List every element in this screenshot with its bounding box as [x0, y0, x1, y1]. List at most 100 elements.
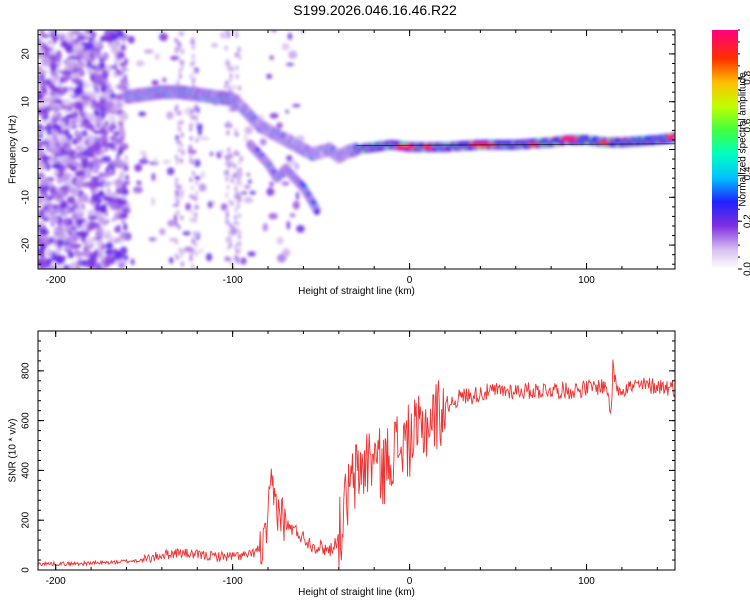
heatmap-noise-blob	[91, 99, 95, 107]
heatmap-streak-blob	[174, 106, 178, 112]
heatmap-streak-blob	[235, 190, 239, 196]
heatmap-noise-blob	[96, 46, 101, 55]
heatmap-noise-blob	[121, 67, 125, 75]
heatmap-noise-blob	[185, 202, 192, 211]
heatmap-noise-blob	[105, 167, 109, 173]
heatmap-noise-blob	[41, 216, 50, 222]
heatmap-streak-blob	[178, 68, 182, 74]
heatmap-noise-blob	[81, 94, 91, 100]
heatmap-noise-blob	[266, 73, 273, 79]
heatmap-noise-blob	[287, 32, 293, 41]
heatmap-noise-blob	[138, 111, 147, 117]
heatmap-noise-blob	[88, 50, 94, 59]
heatmap-streak-blob	[178, 110, 182, 116]
colorbar-label: Normalized spectral amplitude	[738, 72, 749, 207]
heatmap-noise-blob	[59, 204, 68, 208]
heatmap-streak-blob	[234, 128, 238, 134]
heatmap-streak-blob	[224, 84, 228, 90]
heatmap-noise-blob	[38, 108, 45, 113]
heatmap-noise-blob	[169, 256, 174, 264]
heatmap-noise-blob	[50, 185, 56, 194]
heatmap-noise-blob	[39, 243, 46, 250]
heatmap-streak-blob	[194, 251, 198, 257]
colorbar-tick-label: 0.4	[743, 166, 750, 180]
heatmap-noise-blob	[114, 137, 119, 147]
heatmap-noise-blob	[271, 30, 277, 33]
heatmap-streak-blob	[194, 104, 198, 110]
heatmap-noise-blob	[78, 251, 87, 256]
heatmap-noise-blob	[197, 129, 202, 136]
heatmap-noise-blob	[47, 176, 55, 182]
heatmap-noise-blob	[135, 60, 145, 67]
snr-ylabel: SNR (10 * v/v)	[8, 419, 19, 483]
heatmap-noise-blob	[62, 166, 67, 172]
heatmap-noise-blob	[102, 181, 111, 188]
heatmap-noise-blob	[73, 87, 84, 96]
heatmap-streak-blob	[233, 226, 237, 232]
heatmap-streak-blob	[238, 85, 242, 91]
heatmap-streak-blob	[175, 239, 179, 245]
heatmap-noise-blob	[70, 112, 78, 119]
heatmap-noise-blob	[72, 214, 77, 219]
heatmap-streak-blob	[180, 119, 184, 125]
heatmap-noise-blob	[48, 159, 56, 165]
heatmap-noise-blob	[41, 178, 48, 187]
heatmap-streak-blob	[229, 77, 233, 83]
heatmap-noise-blob	[120, 44, 127, 52]
heatmap-streak-blob	[238, 197, 242, 203]
heatmap-noise-blob	[58, 218, 62, 228]
heatmap-noise-blob	[169, 55, 180, 61]
heatmap-noise-blob	[246, 173, 250, 177]
heatmap-noise-blob	[75, 178, 84, 187]
heatmap-streak-blob	[235, 74, 239, 80]
heatmap-noise-blob	[40, 248, 45, 258]
heatmap-noise-blob	[42, 118, 47, 124]
heatmap-noise-blob	[130, 258, 135, 266]
heatmap-noise-blob	[125, 174, 129, 181]
heatmap-noise-blob	[75, 67, 80, 73]
heatmap-noise-blob	[74, 216, 78, 225]
heatmap-noise-blob	[98, 190, 105, 196]
heatmap-streak-blob	[236, 198, 240, 204]
heatmap-noise-blob	[219, 31, 227, 39]
heatmap-streak-blob	[232, 84, 236, 90]
heatmap-streak-blob	[176, 198, 180, 204]
snr-axes: -200 -100 0 100 0 200 400 600 800 Height of strai…	[8, 330, 676, 598]
heatmap-noise-blob	[62, 174, 70, 183]
heatmap-streak-blob	[191, 82, 195, 88]
heatmap-noise-blob	[93, 187, 99, 193]
heatmap-noise-blob	[59, 207, 65, 217]
heatmap-streak-blob	[180, 64, 184, 70]
heatmap-noise-blob	[98, 181, 103, 188]
heatmap-streak-blob	[194, 231, 198, 237]
heatmap-noise-blob	[294, 162, 300, 171]
heatmap-noise-blob	[110, 45, 120, 55]
heatmap-streak-blob	[190, 209, 194, 215]
heatmap-streak-blob	[238, 55, 242, 61]
heatmap-noise-blob	[82, 81, 91, 90]
heatmap-noise-blob	[104, 248, 113, 256]
heatmap-noise-blob	[71, 228, 76, 235]
heatmap-noise-blob	[69, 217, 73, 226]
heatmap-noise-blob	[68, 92, 73, 96]
heatmap-noise-blob	[63, 74, 70, 82]
heatmap-hotspot	[560, 136, 571, 142]
heatmap-noise-blob	[100, 263, 105, 269]
heatmap-streak-blob	[238, 248, 242, 254]
heatmap-streak-blob	[177, 224, 181, 230]
heatmap-noise-blob	[119, 246, 128, 255]
heatmap-noise-blob	[73, 152, 78, 157]
heatmap-hotspot	[599, 139, 610, 145]
heatmap-streak-blob	[190, 39, 194, 45]
heatmap-noise-blob	[64, 109, 69, 114]
heatmap-noise-blob	[51, 163, 61, 169]
heatmap-streak-blob	[190, 109, 194, 115]
heatmap-noise-blob	[99, 157, 105, 165]
heatmap-noise-blob	[58, 148, 66, 152]
heatmap-noise-blob	[38, 48, 45, 56]
heatmap-streak-blob	[180, 60, 184, 66]
heatmap-noise-blob	[85, 92, 90, 97]
heatmap-streak-blob	[234, 220, 238, 226]
heatmap-noise-blob	[56, 225, 64, 235]
heatmap-streak-blob	[189, 193, 193, 199]
